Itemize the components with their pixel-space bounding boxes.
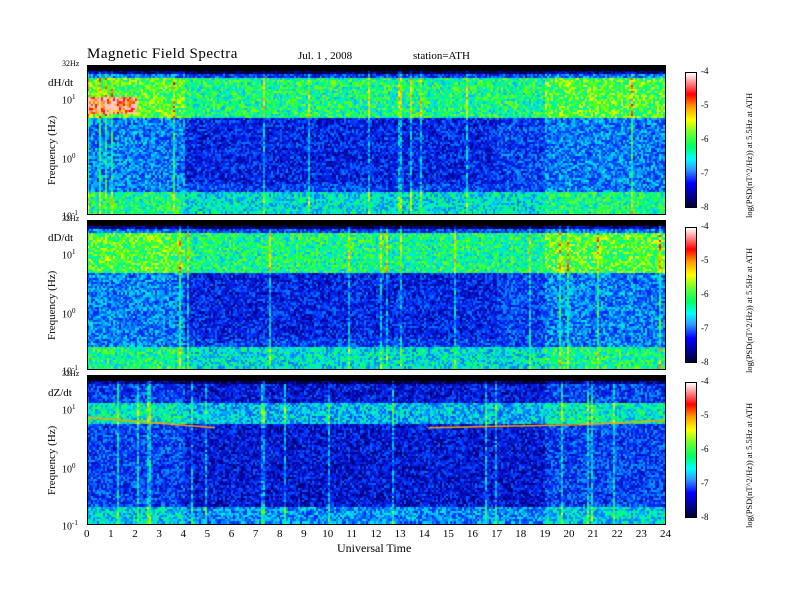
x-tick-label: 23 xyxy=(635,528,647,540)
colorbar-tick-label: -4 xyxy=(701,221,709,231)
y-tick-label: 32Hz xyxy=(62,59,80,68)
colorbar-tick-label: -5 xyxy=(701,255,709,265)
x-tick-label: 8 xyxy=(277,528,283,540)
x-tick-label: 7 xyxy=(252,528,259,540)
colorbar-tick-label: -4 xyxy=(701,376,709,386)
y-tick-label: 10-1 xyxy=(62,209,78,223)
x-tick-label: 18 xyxy=(515,528,527,540)
panel-component-label: dD/dt xyxy=(48,232,74,244)
x-tick-label: 15 xyxy=(442,528,454,540)
colorbar-tick-label: -5 xyxy=(701,410,709,420)
colorbar xyxy=(685,227,697,363)
colorbar-tick-label: -6 xyxy=(701,444,709,454)
colorbar-tick-label: -8 xyxy=(701,357,709,367)
spectrogram-panel xyxy=(87,220,666,370)
spectrogram-panel xyxy=(87,375,666,525)
colorbar-tick-label: -4 xyxy=(701,66,709,76)
y-tick-label: 32Hz xyxy=(62,369,80,378)
x-tick-label: 6 xyxy=(228,528,235,540)
x-tick-label: 5 xyxy=(204,528,211,540)
colorbar-tick-label: -8 xyxy=(701,202,709,212)
x-tick-label: 12 xyxy=(370,528,382,540)
date-label: Jul. 1 , 2008 xyxy=(298,50,353,62)
panel-component-label: dH/dt xyxy=(48,77,74,89)
colorbar xyxy=(685,72,697,208)
x-tick-label: 10 xyxy=(322,528,334,540)
x-axis-label: Universal Time xyxy=(337,541,412,555)
spectrogram-panel xyxy=(87,65,666,215)
colorbar-tick-label: -7 xyxy=(701,478,709,488)
spectrogram-image xyxy=(88,221,665,369)
x-tick-label: 19 xyxy=(539,528,551,540)
colorbar-label: log(PSD(nT^2/Hz)) at 5.5Hz at ATH xyxy=(744,92,754,218)
x-tick-label: 9 xyxy=(301,528,307,540)
x-tick-label: 20 xyxy=(563,528,575,540)
y-axis-label: Frequency (Hz) xyxy=(46,270,58,340)
x-tick-label: 0 xyxy=(84,528,90,540)
y-tick-label: 101 xyxy=(62,403,76,417)
colorbar-tick-label: -6 xyxy=(701,134,709,144)
x-tick-label: 24 xyxy=(660,528,671,540)
x-tick-label: 3 xyxy=(156,528,162,540)
colorbar-label: log(PSD(nT^2/Hz)) at 5.5Hz at ATH xyxy=(744,247,754,373)
y-axis-label: Frequency (Hz) xyxy=(46,425,58,495)
x-tick-label: 13 xyxy=(394,528,406,540)
y-tick-label: 101 xyxy=(62,248,76,262)
x-tick-label: 16 xyxy=(467,528,478,540)
colorbar-tick-label: -8 xyxy=(701,512,709,522)
x-tick-label: 2 xyxy=(132,528,138,540)
y-tick-label: 32Hz xyxy=(62,214,80,223)
y-tick-label: 100 xyxy=(62,152,76,166)
x-tick-label: 14 xyxy=(418,528,430,540)
x-tick-label: 22 xyxy=(611,528,623,540)
x-tick-label: 21 xyxy=(587,528,599,540)
y-tick-label: 100 xyxy=(62,307,76,321)
x-tick-label: 1 xyxy=(108,528,114,540)
colorbar-tick-label: -5 xyxy=(701,100,709,110)
colorbar-tick-label: -7 xyxy=(701,168,709,178)
y-tick-label: 10-1 xyxy=(62,519,78,533)
colorbar-tick-label: -7 xyxy=(701,323,709,333)
chart-title: Magnetic Field Spectra xyxy=(87,46,238,62)
colorbar xyxy=(685,382,697,518)
spectrogram-image xyxy=(88,376,665,524)
station-label: station=ATH xyxy=(413,50,470,62)
spectrogram-image xyxy=(88,66,665,214)
x-tick-label: 11 xyxy=(346,528,357,540)
x-tick-label: 17 xyxy=(491,528,503,540)
colorbar-tick-label: -6 xyxy=(701,289,709,299)
panel-component-label: dZ/dt xyxy=(48,387,72,399)
y-tick-label: 100 xyxy=(62,462,76,476)
colorbar-label: log(PSD(nT^2/Hz)) at 5.5Hz at ATH xyxy=(744,402,754,528)
y-tick-label: 101 xyxy=(62,93,76,107)
x-tick-label: 4 xyxy=(180,528,187,540)
y-tick-label: 10-1 xyxy=(62,364,78,378)
y-axis-label: Frequency (Hz) xyxy=(46,115,58,185)
